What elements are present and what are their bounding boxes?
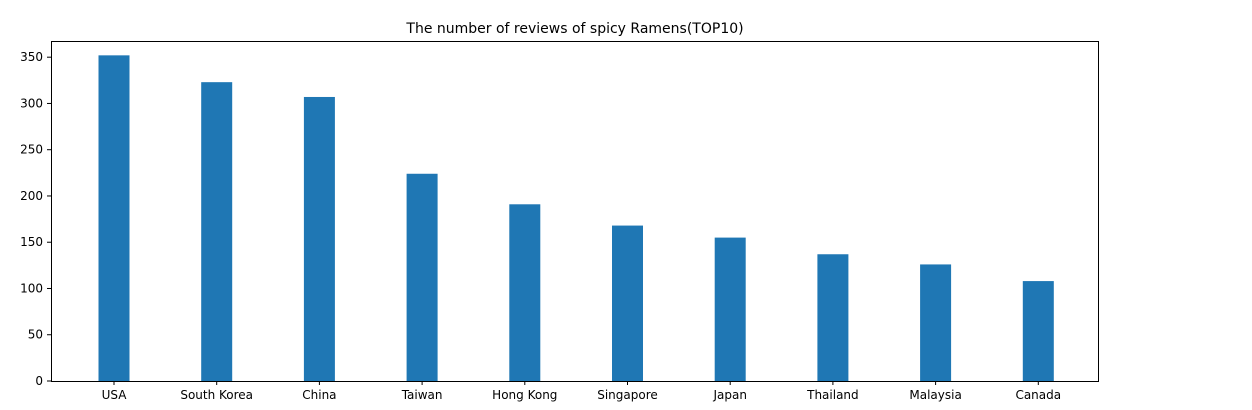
- bars-group: [98, 55, 1054, 382]
- x-tick-label: China: [302, 388, 336, 402]
- x-tick-label: Malaysia: [909, 388, 961, 402]
- y-tick-label: 0: [35, 374, 43, 388]
- bar-taiwan: [406, 173, 438, 381]
- bar-japan: [714, 237, 746, 381]
- y-tick-label: 200: [20, 189, 43, 203]
- x-tick-label: Singapore: [597, 388, 658, 402]
- x-tick-label: Taiwan: [401, 388, 443, 402]
- x-tick-label: Thailand: [806, 388, 859, 402]
- y-axis: 0 50 100 150 200 250 300 350: [20, 50, 51, 388]
- x-tick-label: Canada: [1015, 388, 1061, 402]
- x-tick-label: South Korea: [180, 388, 253, 402]
- bar-china: [303, 96, 335, 382]
- bar-canada: [1022, 281, 1054, 381]
- x-tick-label: Hong Kong: [492, 388, 557, 402]
- x-tick-label: Japan: [712, 388, 746, 402]
- y-tick-label: 350: [20, 50, 43, 64]
- plot-frame: [51, 41, 1099, 382]
- y-tick-label: 50: [28, 328, 43, 342]
- y-tick-label: 150: [20, 235, 43, 249]
- x-axis: USA South Korea China Taiwan Hong Kong Singap…: [102, 381, 1061, 402]
- y-tick-label: 250: [20, 143, 43, 157]
- y-tick-label: 100: [20, 281, 43, 295]
- bar-malaysia: [920, 264, 952, 381]
- chart-title: The number of reviews of spicy Ramens(TO…: [405, 21, 743, 37]
- bar-thailand: [817, 254, 849, 381]
- bar-south-korea: [201, 82, 233, 381]
- y-tick-label: 300: [20, 96, 43, 110]
- bar-usa: [98, 55, 130, 381]
- x-tick-label: USA: [102, 388, 128, 402]
- bar-singapore: [612, 225, 643, 381]
- bar-hong-kong: [509, 204, 541, 381]
